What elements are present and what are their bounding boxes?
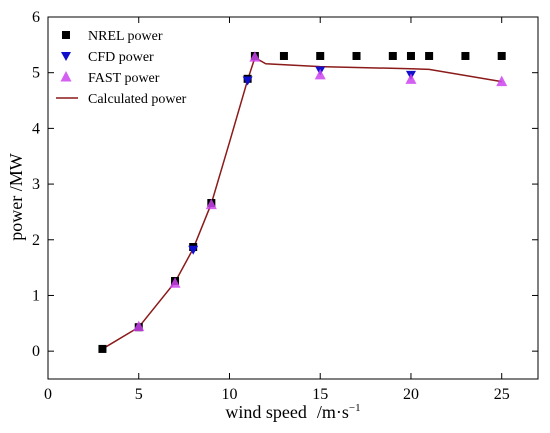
legend-cfd-power-swatch [61, 52, 71, 61]
x-axis-title: wind speed/m·s−1 [225, 402, 360, 422]
fast-power-point [496, 75, 508, 87]
cfd-power-point [188, 245, 199, 255]
fast-power-point [169, 277, 181, 288]
x-axis-title-unit-exponent: −1 [349, 402, 361, 414]
nrel-power-point [461, 51, 470, 60]
legend-cfd-power-label: CFD power [88, 50, 154, 65]
nrel-power-point [388, 51, 397, 60]
y-tick-label: 5 [32, 65, 40, 82]
y-tick-label: 1 [32, 287, 40, 304]
y-tick-label: 3 [32, 176, 40, 193]
fast-power-point [133, 320, 145, 332]
legend-fast-power-swatch [60, 71, 72, 82]
legend-nrel-power-swatch [62, 31, 70, 39]
x-tick-label: 10 [221, 386, 237, 403]
series-layer [98, 51, 508, 353]
x-axis-title-unit: /m·s [317, 402, 349, 422]
axis-ticks: 0 5 10 15 20 25 0 1 2 3 4 5 6 [32, 9, 538, 403]
nrel-power-point [352, 51, 361, 60]
legend-fast-power-label: FAST power [88, 71, 160, 86]
x-tick-label: 20 [403, 386, 419, 403]
nrel-power-point [316, 51, 325, 60]
x-tick-label: 5 [135, 386, 143, 403]
legend-nrel-power-label: NREL power [88, 29, 163, 44]
legend-calculated-power-label: Calculated power [88, 92, 187, 107]
series-fast-power [133, 51, 508, 332]
nrel-power-point [425, 51, 434, 60]
x-tick-label: 0 [44, 386, 52, 403]
x-axis-title-main: wind speed [225, 402, 306, 422]
nrel-power-point [279, 51, 288, 60]
fast-power-point [405, 73, 417, 84]
legend: NREL power CFD power FAST power Calculated … [56, 29, 187, 107]
fast-power-point [205, 198, 217, 210]
nrel-power-point [406, 51, 415, 60]
y-tick-label: 6 [32, 9, 40, 26]
y-tick-label: 0 [32, 343, 40, 360]
y-tick-label: 2 [32, 232, 40, 249]
y-axis-title: power /MW [6, 153, 26, 240]
fast-power-point [249, 51, 261, 62]
nrel-power-point [497, 51, 506, 60]
series-cfd-power [188, 66, 416, 255]
cfd-power-point [242, 76, 253, 86]
fast-power-point [314, 68, 326, 80]
y-tick-label: 4 [32, 120, 40, 137]
x-tick-label: 25 [494, 386, 510, 403]
nrel-power-point [98, 344, 107, 353]
plot-frame [47, 16, 539, 380]
x-tick-label: 15 [312, 386, 328, 403]
